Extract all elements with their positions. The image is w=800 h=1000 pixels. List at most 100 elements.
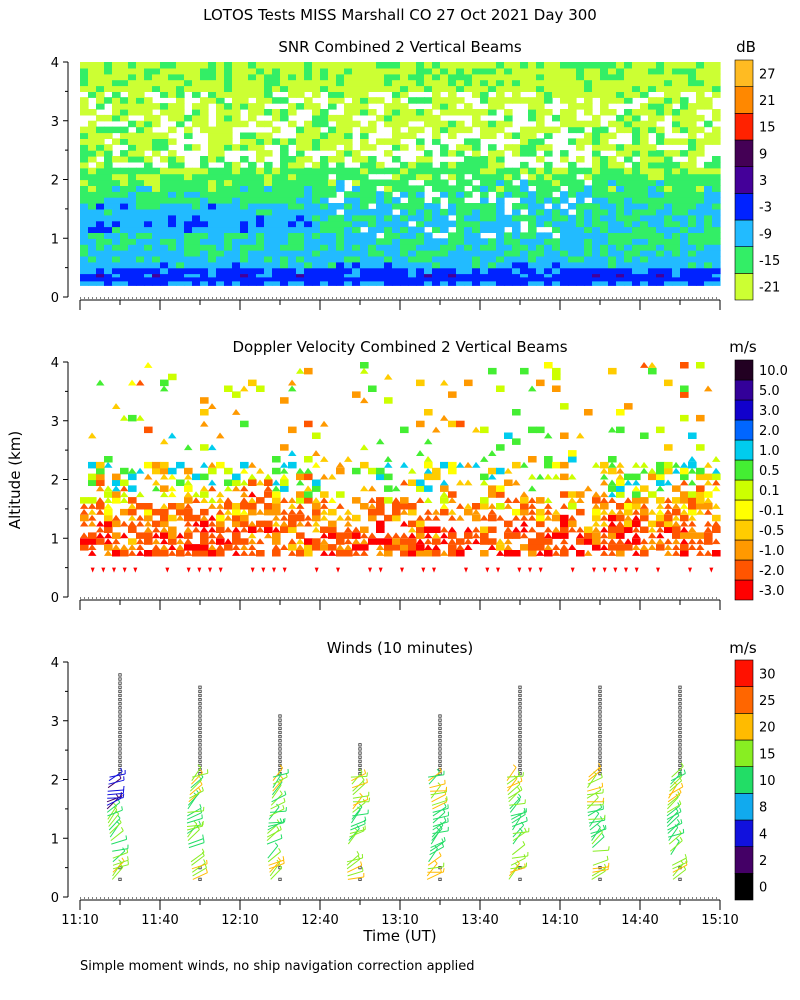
wind-barb	[667, 822, 680, 834]
snr-cell	[376, 114, 385, 122]
snr-cell	[400, 244, 409, 251]
snr-cell	[448, 238, 457, 245]
doppler-cell	[384, 373, 393, 380]
snr-cell	[136, 120, 145, 128]
snr-cell	[688, 120, 697, 128]
doppler-cell	[600, 550, 609, 556]
doppler-cell	[336, 461, 345, 468]
snr-cell	[296, 161, 305, 169]
snr-cell	[624, 156, 633, 163]
snr-cell	[216, 97, 225, 104]
winds-title: Winds (10 minutes)	[327, 639, 474, 657]
snr-cell	[688, 203, 697, 210]
doppler-cell	[592, 508, 601, 516]
wind-barb	[352, 795, 363, 810]
snr-cell	[120, 73, 129, 81]
doppler-cell	[128, 538, 137, 545]
doppler-cell	[144, 426, 153, 434]
doppler-cell	[248, 532, 257, 539]
snr-cell	[256, 267, 265, 275]
snr-cell	[704, 85, 713, 92]
doppler-cell	[416, 514, 425, 521]
winds-missing-marker	[598, 755, 602, 759]
snr-cell	[616, 185, 625, 192]
snr-cell	[360, 67, 369, 75]
snr-cell	[208, 67, 217, 75]
doppler-cell	[88, 503, 97, 509]
snr-cell	[128, 255, 137, 263]
wind-barb	[106, 797, 122, 806]
wind-barb-flag	[127, 856, 129, 861]
x-tick-label: 14:10	[541, 913, 578, 928]
snr-cell	[648, 267, 657, 275]
doppler-cell	[144, 514, 153, 522]
wind-barb	[270, 867, 283, 880]
snr-cell	[304, 226, 313, 233]
snr-cell	[272, 179, 281, 186]
snr-cell	[656, 250, 665, 257]
snr-cell	[288, 173, 297, 181]
doppler-cell	[256, 508, 265, 515]
snr-cell	[432, 91, 441, 98]
doppler-cell	[160, 520, 169, 528]
snr-cell	[320, 238, 329, 245]
snr-cell	[176, 85, 185, 92]
wind-barb	[430, 785, 442, 799]
snr-cell	[472, 250, 481, 257]
winds-missing-marker	[118, 702, 122, 706]
doppler-cell	[648, 526, 657, 533]
doppler-cell	[448, 391, 457, 398]
snr-cell	[432, 208, 441, 216]
snr-cell	[600, 273, 609, 280]
snr-cell	[304, 208, 313, 216]
doppler-cell	[352, 550, 361, 556]
doppler-cell	[312, 503, 321, 510]
snr-cell	[440, 214, 449, 222]
snr-cell	[336, 132, 345, 139]
doppler-cell	[344, 532, 353, 539]
winds-missing-marker	[118, 759, 122, 763]
snr-cell	[400, 185, 409, 192]
snr-cell	[712, 226, 721, 233]
snr-cell	[328, 132, 337, 139]
doppler-cell	[104, 532, 113, 539]
doppler-cell	[656, 426, 665, 434]
snr-cell	[176, 67, 185, 75]
doppler-cell	[440, 414, 449, 421]
doppler-low-mark	[378, 567, 383, 573]
doppler-cell	[568, 473, 577, 480]
colorbar-label: 21	[759, 94, 776, 109]
snr-cell	[456, 203, 465, 210]
snr-cell	[344, 255, 353, 263]
snr-cell	[216, 232, 225, 239]
snr-cell	[536, 214, 545, 222]
snr-cell	[536, 144, 545, 151]
snr-cell	[672, 197, 681, 204]
snr-cell	[96, 67, 105, 75]
doppler-cell	[688, 538, 697, 545]
winds-missing-marker	[598, 718, 602, 722]
snr-cell	[448, 132, 457, 139]
winds-missing-marker	[678, 689, 682, 693]
snr-cell	[288, 250, 297, 257]
snr-cell	[336, 79, 345, 87]
wind-barb-flag	[120, 767, 123, 772]
wind-barb	[270, 810, 287, 813]
doppler-cell	[288, 497, 297, 503]
snr-cell	[128, 109, 137, 116]
snr-cell	[648, 150, 657, 157]
snr-cell	[536, 197, 545, 204]
doppler-cell	[520, 508, 529, 516]
snr-cell	[600, 226, 609, 233]
doppler-cell	[680, 414, 689, 422]
snr-cell	[112, 185, 121, 192]
snr-cell	[480, 73, 489, 81]
doppler-cell	[208, 544, 217, 550]
wind-barb	[589, 813, 600, 827]
snr-cell	[232, 273, 241, 280]
winds-missing-marker	[118, 706, 122, 710]
snr-cell	[696, 214, 705, 222]
snr-cell	[104, 167, 113, 175]
snr-cell	[320, 220, 329, 228]
